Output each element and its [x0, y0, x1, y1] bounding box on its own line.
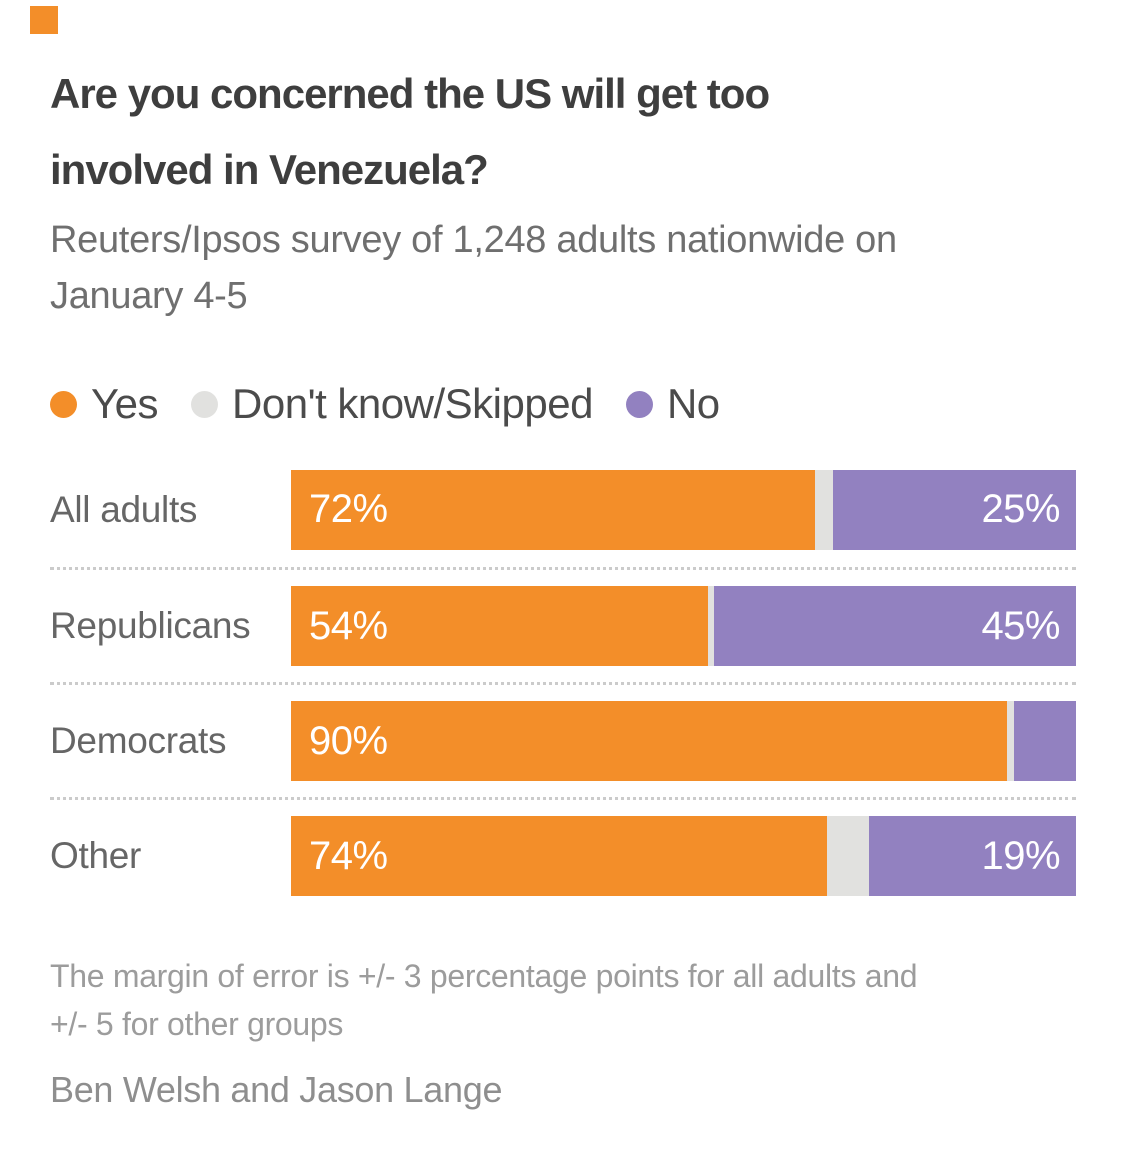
title-line-2: involved in Venezuela? — [50, 146, 489, 193]
segment-don-t-know-skipped-all-adults — [815, 469, 833, 550]
segment-don-t-know-skipped-other — [827, 816, 869, 896]
category-label-all-adults: All adults — [50, 488, 198, 530]
chart-row-democrats: Democrats 90% — [50, 682, 1076, 797]
segment-yes-all-adults: 72% — [291, 469, 816, 550]
value-label-yes-other: 74% — [309, 833, 388, 878]
category-label-republicans: Republicans — [50, 605, 251, 646]
subtitle-line-1: Reuters/Ipsos survey of 1,248 adults nat… — [50, 219, 897, 261]
category-label-other: Other — [50, 835, 142, 876]
margin-of-error-note: The margin of error is +/- 3 percentage … — [50, 952, 1076, 1048]
segment-don-t-know-skipped-democrats — [1007, 701, 1015, 781]
chart-title: Are you concerned the US will get too in… — [50, 56, 1076, 208]
value-label-yes-republicans: 54% — [309, 603, 388, 648]
legend: Yes Don't know/Skipped No — [50, 380, 1076, 428]
value-label-no-republicans: 45% — [981, 603, 1060, 648]
legend-dot-no-icon — [625, 390, 653, 418]
legend-label-yes: Yes — [91, 380, 159, 427]
chart-row-all-adults: All adults 72% 25% — [50, 452, 1076, 567]
value-label-yes-democrats: 90% — [309, 718, 388, 763]
bar-other: 74% 19% — [291, 816, 1077, 896]
legend-item-dont-know: Don't know/Skipped — [191, 380, 593, 428]
legend-label-dont-know: Don't know/Skipped — [232, 380, 593, 427]
value-label-no-all-adults: 25% — [981, 487, 1060, 531]
bar-republicans: 54% 45% — [291, 586, 1076, 666]
segment-don-t-know-skipped-republicans — [708, 586, 715, 666]
segment-yes-republicans: 54% — [291, 586, 709, 666]
segment-yes-other: 74% — [291, 816, 828, 896]
chart-row-republicans: Republicans 54% 45% — [50, 567, 1076, 682]
value-label-yes-all-adults: 72% — [309, 487, 388, 531]
legend-dot-dont-know-icon — [191, 390, 219, 418]
chart-row-other: Other 74% 19% — [50, 797, 1077, 912]
segment-no-republicans: 45% — [714, 586, 1076, 666]
bar-all-adults: 72% 25% — [291, 469, 1076, 550]
segment-yes-democrats: 90% — [291, 701, 1008, 781]
stacked-bar-chart: All adults 72% 25% Republicans 54% 45% Democra… — [50, 452, 1077, 912]
legend-item-no: No — [625, 380, 720, 428]
category-label-democrats: Democrats — [50, 720, 227, 761]
legend-label-no: No — [666, 380, 720, 427]
chart-subtitle: Reuters/Ipsos survey of 1,248 adults nat… — [50, 212, 1076, 324]
note-line-1: The margin of error is +/- 3 percentage … — [50, 958, 918, 994]
value-label-no-other: 19% — [981, 833, 1061, 878]
title-line-1: Are you concerned the US will get too — [50, 70, 770, 117]
legend-item-yes: Yes — [50, 380, 159, 428]
bar-democrats: 90% — [291, 701, 1076, 781]
chart-card: Are you concerned the US will get too in… — [50, 0, 1077, 1110]
segment-no-democrats — [1014, 701, 1076, 781]
brand-logo-square — [30, 6, 58, 34]
byline: Ben Welsh and Jason Lange — [50, 1069, 503, 1110]
subtitle-line-2: January 4-5 — [50, 275, 248, 317]
legend-dot-yes-icon — [50, 390, 77, 418]
segment-no-other: 19% — [868, 816, 1077, 896]
segment-no-all-adults: 25% — [832, 469, 1076, 550]
note-line-2: +/- 5 for other groups — [50, 1006, 344, 1042]
